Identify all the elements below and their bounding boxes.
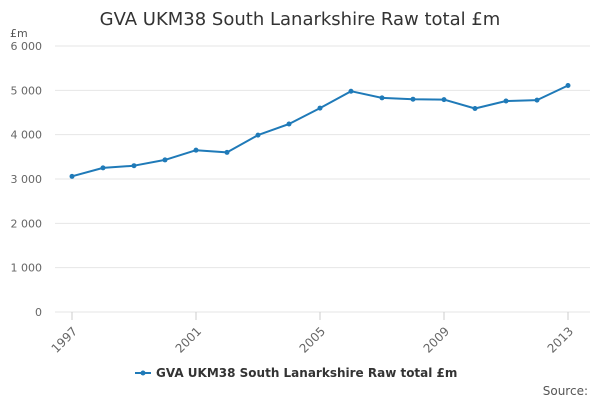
x-tick-label: 1997 bbox=[49, 324, 80, 355]
data-point[interactable] bbox=[69, 173, 75, 179]
data-point[interactable] bbox=[286, 121, 292, 127]
y-axis-ticks: 0 1 000 2 000 3 000 4 000 5 000 6 000 bbox=[11, 40, 43, 319]
legend-marker bbox=[140, 370, 146, 376]
x-tick-label: 2001 bbox=[173, 324, 204, 355]
x-axis: 1997 2001 2005 2009 2013 bbox=[49, 312, 576, 356]
x-tick-label: 2009 bbox=[421, 324, 452, 355]
x-tick-label: 2013 bbox=[545, 324, 576, 355]
x-tick-label: 2005 bbox=[297, 324, 328, 355]
data-point[interactable] bbox=[534, 97, 540, 103]
series-line[interactable] bbox=[71, 84, 569, 178]
legend-label: GVA UKM38 South Lanarkshire Raw total £m bbox=[156, 366, 457, 380]
data-point[interactable] bbox=[193, 147, 199, 153]
data-point[interactable] bbox=[472, 106, 478, 112]
data-point[interactable] bbox=[348, 88, 354, 94]
grid-lines bbox=[55, 45, 590, 313]
chart-title: GVA UKM38 South Lanarkshire Raw total £m bbox=[100, 9, 501, 30]
data-point[interactable] bbox=[162, 157, 168, 163]
series-group bbox=[69, 82, 571, 179]
legend[interactable]: GVA UKM38 South Lanarkshire Raw total £m bbox=[135, 366, 457, 380]
data-point[interactable] bbox=[224, 149, 230, 155]
data-point[interactable] bbox=[410, 96, 416, 102]
y-unit-label: £m bbox=[10, 27, 28, 40]
y-tick-label: 3 000 bbox=[11, 173, 43, 186]
y-tick-label: 1 000 bbox=[11, 262, 43, 275]
data-point[interactable] bbox=[100, 165, 106, 171]
data-point[interactable] bbox=[255, 132, 261, 138]
data-point[interactable] bbox=[503, 98, 509, 104]
data-point[interactable] bbox=[317, 105, 323, 111]
y-tick-label: 0 bbox=[35, 306, 42, 319]
data-point[interactable] bbox=[379, 95, 385, 101]
source-label: Source: bbox=[543, 384, 588, 398]
y-tick-label: 5 000 bbox=[11, 84, 43, 97]
y-tick-label: 6 000 bbox=[11, 40, 43, 53]
y-tick-label: 2 000 bbox=[11, 217, 43, 230]
data-point[interactable] bbox=[441, 97, 447, 103]
data-point[interactable] bbox=[131, 163, 137, 169]
y-tick-label: 4 000 bbox=[11, 129, 43, 142]
data-point[interactable] bbox=[565, 82, 571, 88]
